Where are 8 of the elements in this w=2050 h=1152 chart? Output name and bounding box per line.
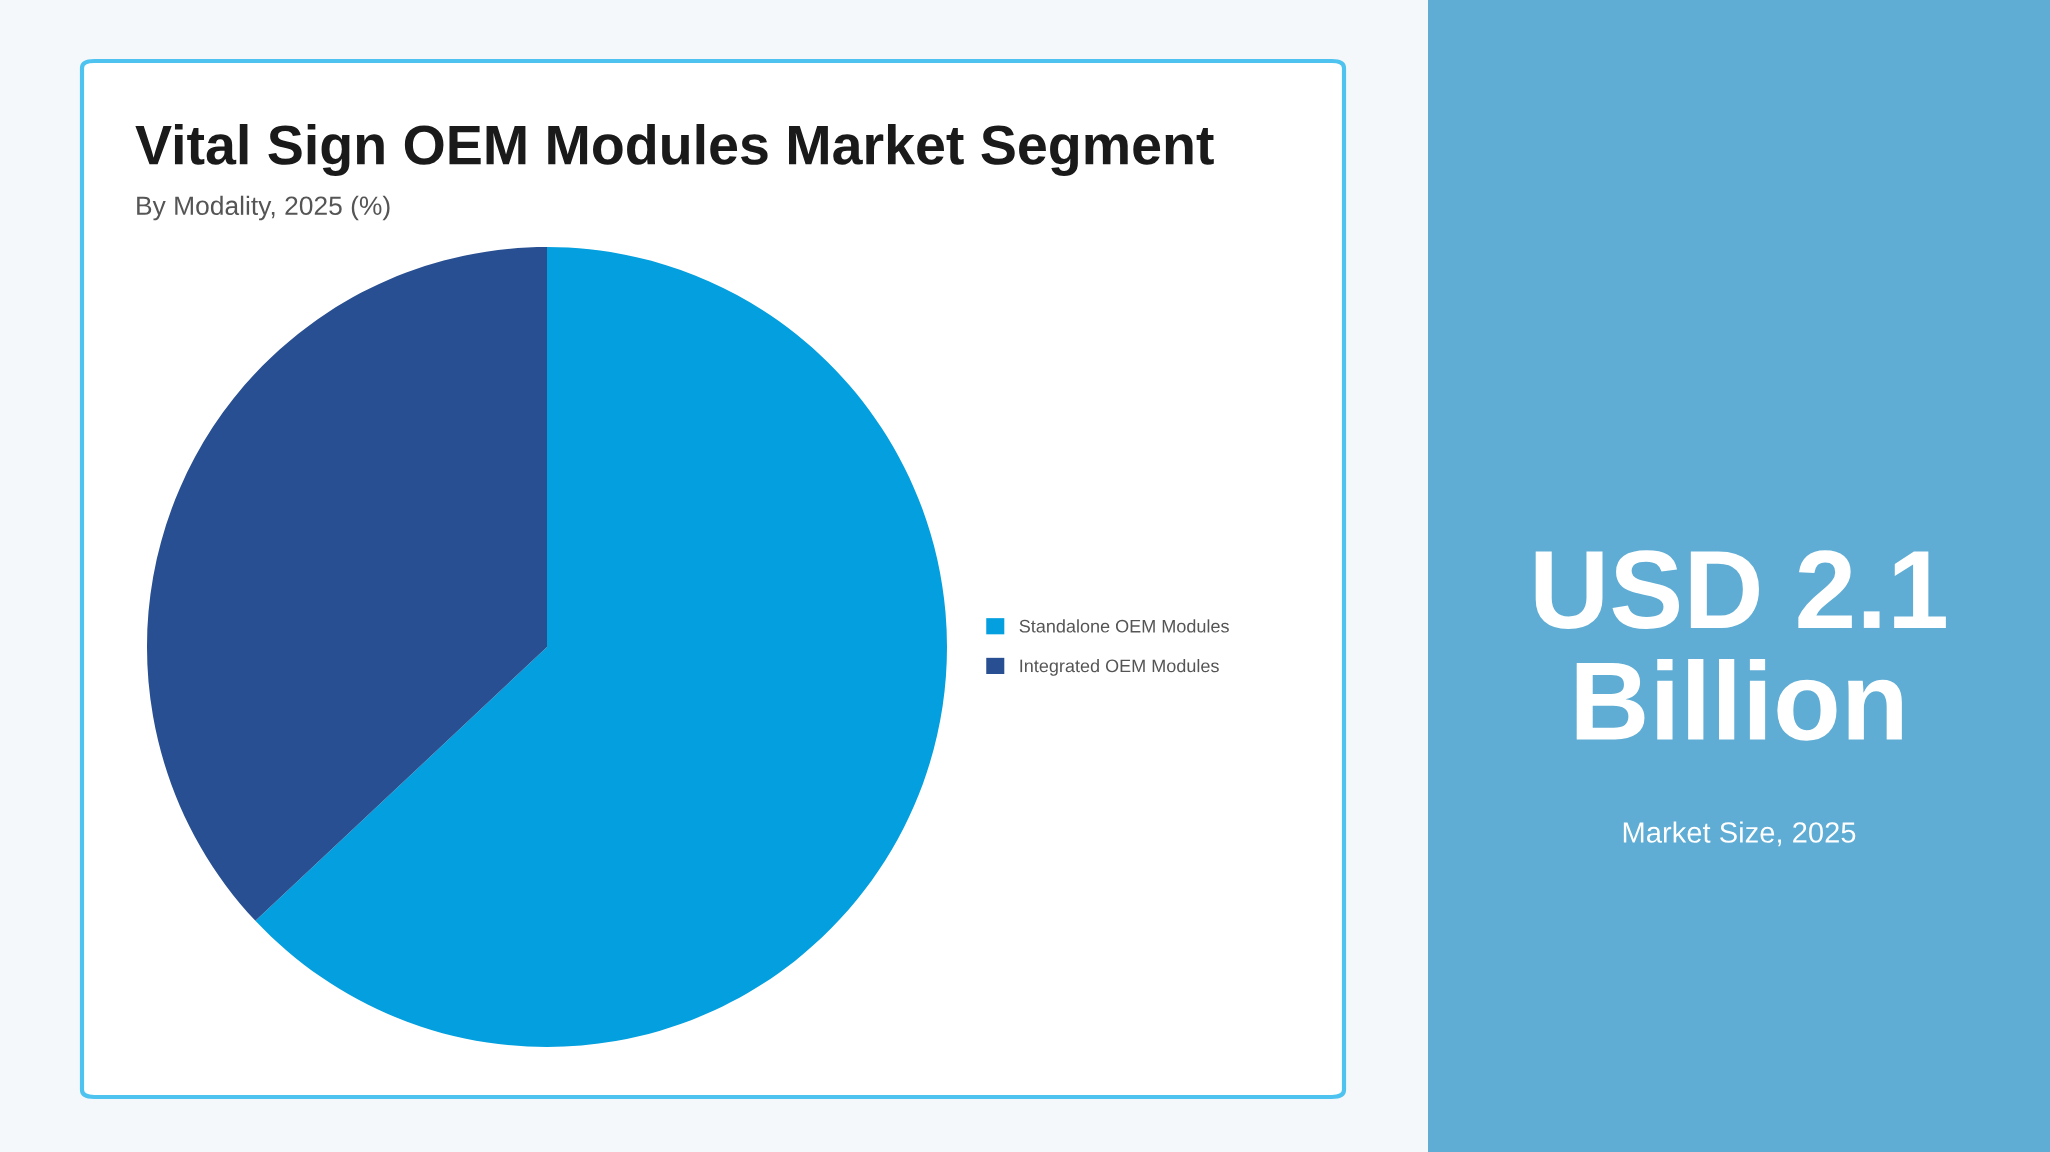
pie-slice bbox=[147, 247, 547, 921]
chart-subtitle: By Modality, 2025 (%) bbox=[137, 195, 390, 221]
pie-slice bbox=[255, 247, 947, 1047]
text: Market Size, 2025 bbox=[1623, 821, 1856, 847]
legend-label: Integrated OEM Modules bbox=[1020, 659, 1219, 676]
legend-label: Standalone OEM Modules bbox=[1019, 619, 1229, 633]
chart-title: Vital Sign OEM Modules Market Segment bbox=[135, 123, 1214, 177]
text: USD 2.1 Billion bbox=[1535, 550, 1946, 741]
